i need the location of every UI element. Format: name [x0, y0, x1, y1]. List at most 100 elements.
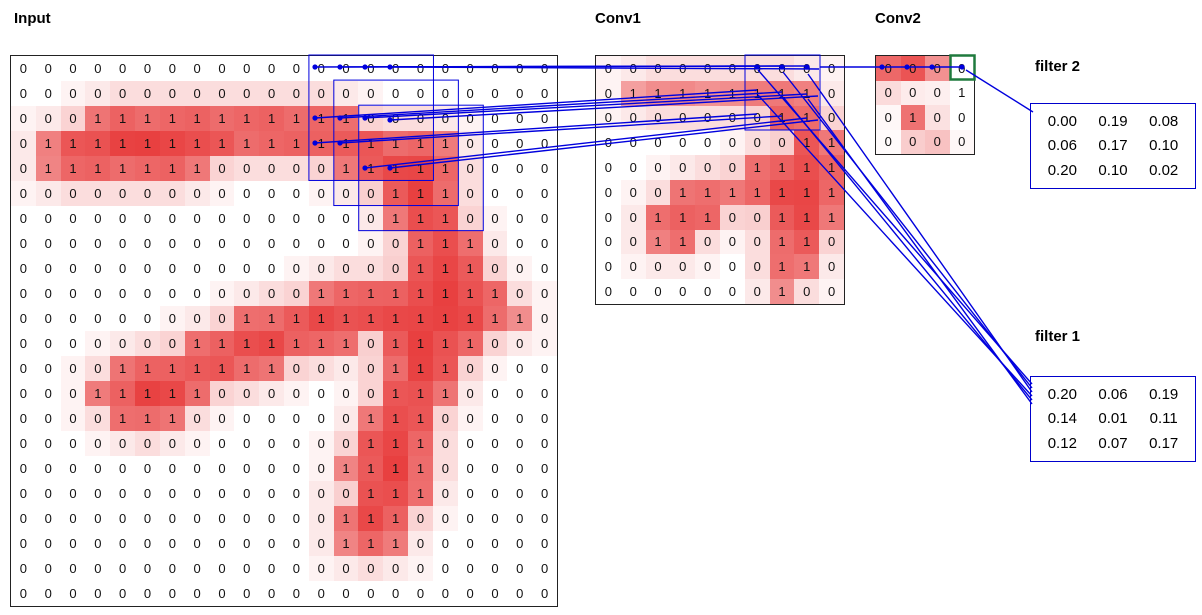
grid-cell: 0	[209, 531, 235, 556]
grid-cell: 0	[35, 281, 61, 306]
grid-cell: 0	[482, 331, 508, 356]
grid-cell: 1	[432, 231, 458, 256]
grid-cell: 0	[234, 506, 260, 531]
grid-cell: 0	[507, 456, 533, 481]
grid-cell: 0	[532, 381, 557, 406]
grid-cell: 1	[358, 431, 384, 456]
grid-cell: 0	[85, 431, 111, 456]
grid-cell: 1	[900, 105, 925, 130]
grid-cell: 1	[383, 456, 409, 481]
grid-cell: 1	[383, 206, 409, 231]
grid-cell: 0	[11, 431, 36, 456]
grid-cell: 0	[11, 331, 36, 356]
grid-cell: 0	[35, 581, 61, 606]
grid-cell: 0	[532, 281, 557, 306]
grid-cell: 0	[110, 231, 136, 256]
grid-cell: 0	[135, 206, 160, 231]
grid-cell: 1	[159, 106, 185, 131]
grid-cell: 0	[85, 56, 111, 81]
grid-cell: 1	[645, 80, 671, 106]
grid-cell: 0	[135, 281, 160, 306]
grid-cell: 0	[358, 231, 384, 256]
grid-cell: 0	[284, 456, 309, 481]
grid-cell: 1	[358, 456, 384, 481]
grid-cell: 0	[794, 279, 820, 304]
filter-value: 0.01	[1098, 410, 1128, 428]
grid-cell: 0	[596, 254, 621, 280]
grid-cell: 0	[209, 56, 235, 81]
grid-cell: 0	[744, 56, 770, 81]
grid-cell: 1	[284, 106, 309, 131]
grid-cell: 0	[408, 56, 433, 81]
grid-cell: 0	[900, 56, 925, 81]
grid-cell: 1	[110, 356, 136, 381]
grid-cell: 0	[645, 56, 671, 81]
grid-cell: 1	[383, 331, 409, 356]
grid-cell: 0	[457, 431, 483, 456]
grid-cell: 0	[11, 506, 36, 531]
grid-cell: 0	[432, 481, 458, 506]
grid-cell: 1	[35, 131, 61, 156]
grid-cell: 0	[135, 581, 160, 606]
grid-cell: 0	[135, 306, 160, 331]
grid-cell: 0	[209, 281, 235, 306]
grid-cell: 0	[308, 581, 334, 606]
grid-cell: 1	[383, 381, 409, 406]
grid-cell: 0	[596, 204, 621, 230]
grid-cell: 0	[35, 81, 61, 106]
grid-cell: 1	[85, 156, 111, 181]
grid-cell: 1	[383, 156, 409, 181]
grid-cell: 0	[110, 331, 136, 356]
grid-cell: 0	[135, 431, 160, 456]
grid-cell: 0	[457, 456, 483, 481]
grid-cell: 1	[645, 229, 671, 255]
grid-cell: 0	[532, 556, 557, 581]
grid-cell: 0	[408, 581, 433, 606]
grid-cell: 1	[85, 106, 111, 131]
grid-cell: 0	[819, 80, 844, 106]
grid-cell: 0	[358, 56, 384, 81]
grid-cell: 0	[308, 181, 334, 206]
grid-cell: 0	[596, 80, 621, 106]
grid-cell: 0	[184, 206, 210, 231]
grid-cell: 1	[719, 179, 745, 205]
grid-cell: 0	[532, 431, 557, 456]
grid-cell: 1	[432, 381, 458, 406]
grid-cell: 0	[60, 581, 86, 606]
grid-cell: 1	[432, 181, 458, 206]
grid-cell: 0	[507, 331, 533, 356]
grid-cell: 0	[11, 206, 36, 231]
grid-cell: 0	[259, 481, 284, 506]
grid-cell: 0	[159, 531, 185, 556]
grid-cell: 0	[383, 581, 409, 606]
grid-cell: 1	[358, 481, 384, 506]
grid-cell: 0	[876, 56, 901, 81]
grid-cell: 0	[482, 456, 508, 481]
grid-cell: 0	[159, 431, 185, 456]
grid-cell: 1	[383, 281, 409, 306]
grid-cell: 1	[794, 204, 820, 230]
grid-cell: 0	[234, 81, 260, 106]
grid-cell: 0	[532, 356, 557, 381]
grid-cell: 1	[159, 131, 185, 156]
input-label: Input	[14, 10, 51, 27]
grid-cell: 0	[284, 81, 309, 106]
grid-cell: 0	[532, 306, 557, 331]
grid-cell: 1	[184, 381, 210, 406]
grid-cell: 0	[769, 56, 795, 81]
grid-cell: 0	[11, 406, 36, 431]
grid-cell: 0	[11, 56, 36, 81]
grid-cell: 0	[645, 254, 671, 280]
grid-cell: 0	[532, 481, 557, 506]
grid-cell: 1	[333, 506, 359, 531]
grid-cell: 1	[383, 481, 409, 506]
grid-cell: 0	[308, 531, 334, 556]
grid-cell: 0	[11, 256, 36, 281]
filter2-label: filter 2	[1035, 58, 1081, 75]
grid-cell: 0	[35, 381, 61, 406]
grid-cell: 1	[308, 106, 334, 131]
grid-cell: 1	[769, 254, 795, 280]
grid-cell: 1	[135, 131, 160, 156]
grid-cell: 1	[308, 306, 334, 331]
grid-cell: 0	[35, 406, 61, 431]
